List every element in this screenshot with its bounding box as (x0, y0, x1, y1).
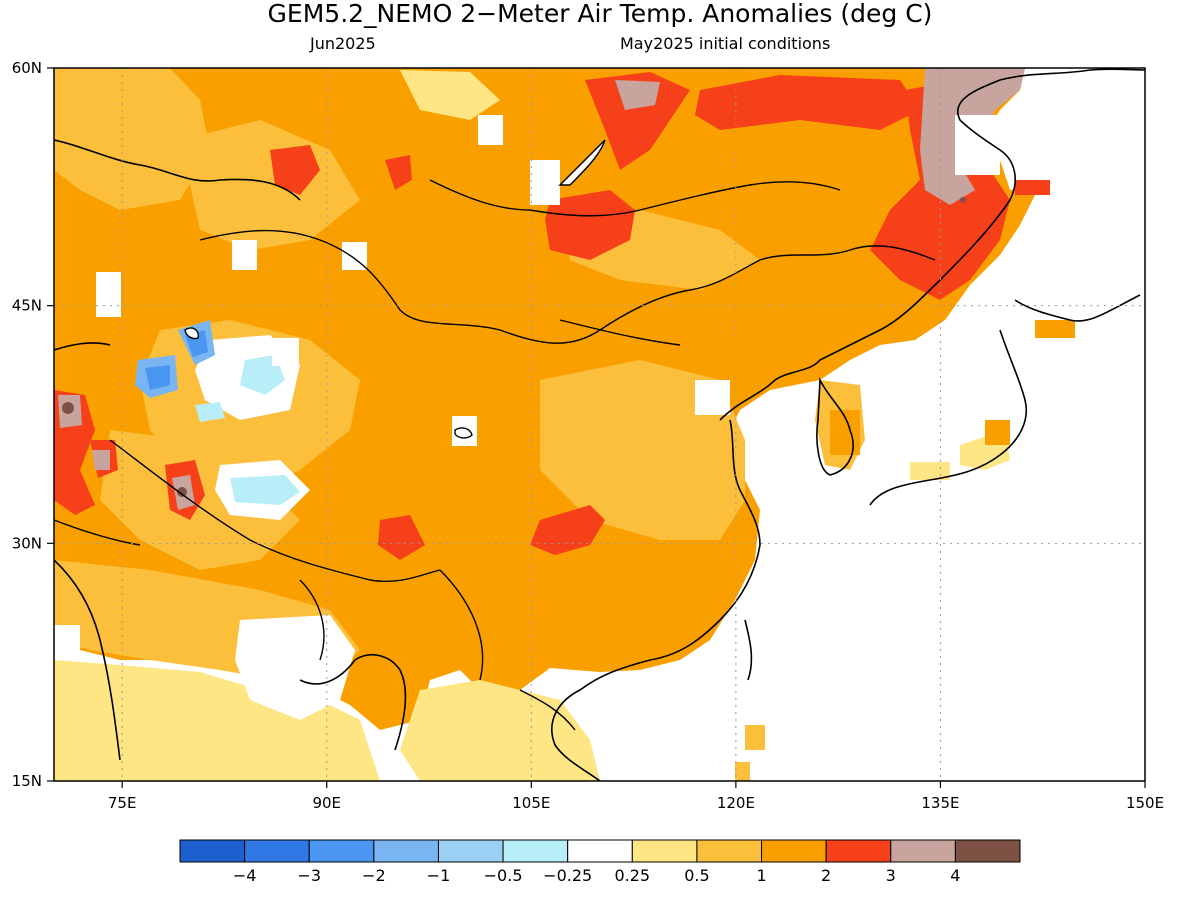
mask-pixel (272, 338, 299, 366)
mask-pixel (232, 240, 257, 270)
map-field (54, 68, 1145, 781)
subtitle-initial-conditions: May2025 initial conditions (620, 34, 830, 53)
colorbar-swatch (890, 839, 956, 863)
warm-patch-hainan (735, 762, 750, 781)
strong-warm-sichuan (530, 505, 605, 555)
colorbar-swatch (308, 839, 375, 863)
cool-patch-tibet (230, 475, 300, 505)
mid-warm-west (54, 68, 210, 210)
extreme-pamir (62, 402, 74, 414)
mask-pixel (695, 380, 730, 415)
lakes (184, 139, 606, 439)
mask-pixel (54, 625, 80, 655)
mask-pixel (530, 160, 560, 205)
colorbar-swatch (373, 839, 439, 863)
colorbar-swatch (825, 839, 892, 863)
strong-warm-tibet-south (378, 515, 425, 560)
very-warm-siberia (615, 80, 660, 110)
colorbar-swatch (437, 839, 504, 863)
subtitle-month: Jun2025 (309, 34, 376, 53)
mask-pixel (96, 272, 121, 317)
mid-warm-china-east (540, 360, 745, 540)
strong-warm-kazakh-north (270, 145, 320, 195)
strong-warm-mongolia (545, 190, 635, 260)
warm-patch-japan-east (985, 420, 1010, 445)
map-frame (53, 67, 1146, 782)
colorbar-label: −3 (297, 866, 321, 885)
colorbar-swatch (567, 839, 633, 863)
warm-patch-hokkaido (1035, 320, 1075, 338)
colorbar-swatch (954, 839, 1021, 863)
weak-warm-south-asia (54, 660, 380, 781)
x-tick-label: 105E (512, 794, 550, 812)
y-tick-label: 60N (12, 59, 42, 77)
colorbar-swatch (179, 839, 246, 863)
colorbar-label: −0.5 (484, 866, 523, 885)
colorbar-swatch (631, 839, 698, 863)
mask-pixel (478, 115, 503, 145)
colorbar-label: −2 (362, 866, 386, 885)
colorbar-label: −0.25 (543, 866, 592, 885)
colorbar-swatch (244, 839, 310, 863)
x-tick-label: 150E (1126, 794, 1164, 812)
near-zero-bangladesh (235, 615, 355, 720)
x-tick-label: 120E (717, 794, 755, 812)
y-tick-label: 15N (12, 772, 42, 790)
x-tick-label: 90E (312, 794, 341, 812)
warm-patch-taiwan (745, 725, 765, 750)
weak-warm-indochina (400, 680, 600, 781)
colorbar: −4 −3 −2 −1 −0.5 −0.25 0.25 0.5 1 2 3 4 (179, 839, 1021, 885)
coastlines (54, 68, 1145, 781)
x-tick-label: 135E (921, 794, 959, 812)
latitude-axis: 60N 45N 30N 15N (12, 59, 54, 790)
strong-warm-altai (385, 155, 412, 190)
colorbar-swatch (502, 839, 569, 863)
colorbar-label: 3 (886, 866, 896, 885)
strong-warm-baikal-north (695, 75, 920, 130)
colorbar-label: 4 (950, 866, 960, 885)
longitude-axis: 75E 90E 105E 120E 135E 150E (108, 781, 1164, 812)
colorbar-label: −4 (233, 866, 257, 885)
cool-blue-issyk-core (145, 365, 170, 390)
colorbar-label: 1 (756, 866, 766, 885)
y-tick-label: 30N (12, 534, 42, 552)
colorbar-swatch (696, 839, 763, 863)
y-tick-label: 45N (12, 297, 42, 315)
colorbar-swatch (761, 839, 827, 863)
weak-warm-north-pale (400, 70, 500, 120)
x-tick-label: 75E (108, 794, 137, 812)
cool-patch-tarim-b (195, 402, 225, 422)
colorbar-label: 0.5 (684, 866, 709, 885)
mid-warm-kazakh (180, 120, 360, 250)
colorbar-label: 2 (821, 866, 831, 885)
colorbar-label: −1 (427, 866, 451, 885)
strong-warm-hokkaido-coast (1015, 180, 1050, 195)
very-warm-kashmir (92, 450, 110, 470)
extreme-okhotsk (960, 197, 966, 203)
strong-warm-siberia (585, 72, 690, 170)
extreme-karakoram (177, 487, 187, 497)
figure-title: GEM5.2_NEMO 2−Meter Air Temp. Anomalies … (268, 0, 933, 28)
colorbar-label: 0.25 (614, 866, 650, 885)
